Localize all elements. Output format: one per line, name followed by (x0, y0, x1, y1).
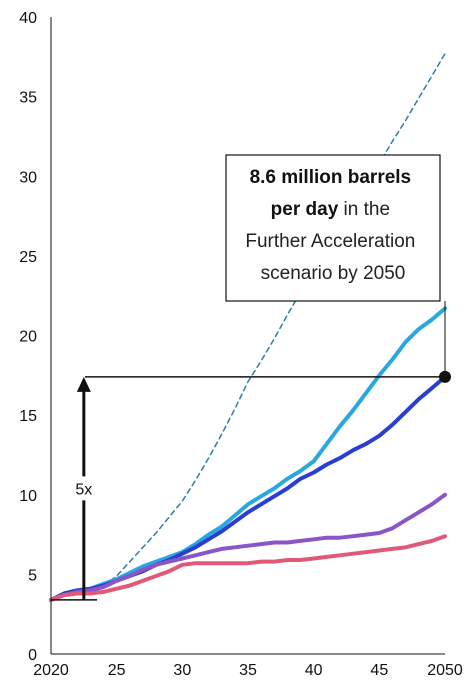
x-tick-label: 45 (370, 662, 388, 679)
series-line-4 (49, 492, 447, 602)
multiplier-label-background (70, 476, 97, 501)
y-tick-label: 40 (19, 10, 37, 27)
callout-line-1: 8.6 million barrels (250, 167, 412, 188)
y-tick-label: 10 (19, 488, 37, 505)
callout-line-4: scenario by 2050 (261, 263, 406, 284)
y-tick-label: 0 (28, 647, 37, 664)
callout-point-marker (439, 370, 451, 383)
annotation-layer: 5x 8.6 million barrels per day in the Fu… (51, 154, 451, 601)
ticks-layer: 0 5 10 15 20 25 30 35 40 2020 25 30 35 40 45 2050 (19, 10, 463, 679)
x-tick-label: 25 (108, 662, 126, 679)
callout-text: 8.6 million barrels per day in the Furth… (245, 167, 420, 284)
x-tick-label: 2020 (33, 662, 69, 679)
axes-layer (50, 17, 445, 655)
y-tick-label: 5 (28, 567, 37, 584)
series-layer (49, 52, 447, 602)
callout-line-2: per day in the (271, 199, 390, 220)
x-tick-label: 35 (239, 662, 257, 679)
x-tick-label: 40 (305, 662, 323, 679)
series-line-1 (50, 52, 446, 601)
multiplier-label: 5x (75, 481, 92, 498)
callout-line-3: Further Acceleration (245, 231, 415, 252)
y-tick-label: 30 (19, 169, 37, 186)
callout-box (225, 154, 441, 302)
x-tick-label: 30 (173, 662, 191, 679)
series-line-5 (49, 534, 447, 602)
y-tick-label: 35 (19, 90, 37, 107)
series-line-3 (49, 374, 447, 602)
multiplier-arrow-head (76, 376, 91, 392)
y-tick-label: 25 (19, 249, 37, 266)
series-line-2 (49, 306, 447, 602)
callout-line-2-bold: per day (271, 199, 339, 220)
x-tick-label: 2050 (427, 662, 463, 679)
y-tick-label: 15 (19, 408, 37, 425)
callout-line-2-rest: in the (338, 199, 390, 220)
y-tick-label: 20 (19, 329, 37, 346)
